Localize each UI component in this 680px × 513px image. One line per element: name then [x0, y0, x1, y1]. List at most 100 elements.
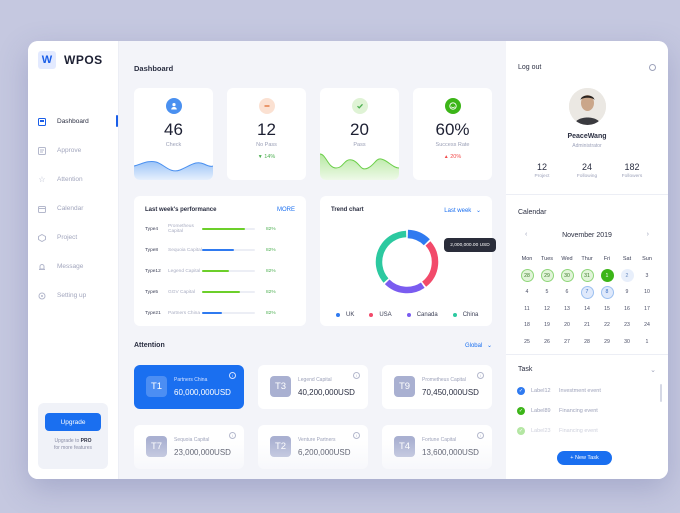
- attention-card[interactable]: T3 Legend Capital 40,200,000USD i: [258, 365, 368, 409]
- attention-card[interactable]: T9 Prometheus Capital 70,450,000USD i: [382, 365, 492, 409]
- calendar-day[interactable]: 13: [557, 302, 577, 315]
- calendar-day[interactable]: 5: [537, 286, 557, 299]
- sidebar-item-setting-up[interactable]: Setting up: [28, 281, 118, 310]
- stat-card-pass[interactable]: 20 Pass: [320, 88, 399, 180]
- calendar-day[interactable]: 15: [597, 302, 617, 315]
- chevron-right-icon[interactable]: ›: [646, 231, 649, 238]
- calendar-day[interactable]: 22: [597, 319, 617, 332]
- profile-stat-project[interactable]: 12 Project: [522, 162, 562, 179]
- stat-card-check[interactable]: 46 Check: [134, 88, 213, 180]
- legend-item-usa[interactable]: USA: [369, 312, 392, 318]
- logo[interactable]: W WPOS: [38, 51, 103, 69]
- calendar-day[interactable]: 7: [577, 285, 597, 299]
- calendar-day[interactable]: 17: [637, 302, 657, 315]
- stat-card-no-pass[interactable]: 12 No Pass ▼ 14%: [227, 88, 306, 180]
- performance-row[interactable]: Type5 GGV Capital 82%: [145, 288, 295, 296]
- task-item[interactable]: ✓ Label23 Financing event: [517, 426, 652, 436]
- sidebar-item-project[interactable]: Project: [28, 223, 118, 252]
- donut-slice-canada[interactable]: [384, 279, 425, 294]
- performance-row[interactable]: Type12 Legend Capital 82%: [145, 267, 295, 275]
- calendar-day[interactable]: 18: [517, 319, 537, 332]
- calendar-day[interactable]: 29: [537, 269, 557, 283]
- chevron-left-icon[interactable]: ‹: [525, 231, 528, 238]
- info-icon[interactable]: i: [477, 432, 484, 439]
- avatar[interactable]: [569, 88, 606, 125]
- legend-item-canada[interactable]: Canada: [406, 312, 438, 318]
- check-icon[interactable]: ✓: [517, 407, 525, 415]
- stat-card-success-rate[interactable]: 60% Success Rate ▲ 20%: [413, 88, 492, 180]
- calendar-day[interactable]: 9: [617, 286, 637, 299]
- info-icon[interactable]: i: [229, 432, 236, 439]
- more-link[interactable]: MORE: [277, 207, 295, 213]
- calendar-day[interactable]: 24: [637, 319, 657, 332]
- refresh-icon[interactable]: [649, 64, 656, 71]
- calendar-day[interactable]: 31: [577, 269, 597, 283]
- profile-stat-followers[interactable]: 182 Followers: [612, 162, 652, 179]
- sidebar-item-attention[interactable]: ☆ Attention: [28, 165, 118, 194]
- logout-link[interactable]: Log out: [518, 64, 542, 71]
- calendar-day[interactable]: 21: [577, 319, 597, 332]
- attention-card[interactable]: T1 Partners China 60,000,000USD i: [134, 365, 244, 409]
- attention-filter-dropdown[interactable]: Global ⌄: [465, 342, 492, 349]
- calendar-day[interactable]: 27: [557, 335, 577, 348]
- info-icon[interactable]: i: [353, 432, 360, 439]
- calendar-day[interactable]: 1: [597, 269, 617, 283]
- task-item[interactable]: ✓ Label89 Financing event: [517, 406, 652, 416]
- calendar-day-number: 8: [600, 285, 614, 299]
- info-icon[interactable]: i: [477, 372, 484, 379]
- calendar-day[interactable]: 26: [537, 335, 557, 348]
- sidebar-item-message[interactable]: Message: [28, 252, 118, 281]
- calendar-day[interactable]: 12: [537, 302, 557, 315]
- calendar-day[interactable]: 14: [577, 302, 597, 315]
- calendar-day[interactable]: 30: [557, 269, 577, 283]
- task-item[interactable]: ✓ Label12 Investment event: [517, 386, 652, 396]
- calendar-day[interactable]: 19: [537, 319, 557, 332]
- new-task-button[interactable]: + New Task: [557, 451, 612, 465]
- calendar-day[interactable]: 10: [637, 286, 657, 299]
- calendar-day[interactable]: 25: [517, 335, 537, 348]
- check-icon[interactable]: ✓: [517, 427, 525, 435]
- performance-row[interactable]: Type21 Partners China 82%: [145, 309, 295, 317]
- check-icon[interactable]: ✓: [517, 387, 525, 395]
- calendar-day[interactable]: 28: [577, 335, 597, 348]
- info-icon[interactable]: i: [229, 372, 236, 379]
- attention-card[interactable]: T7 Sequoia Capital 23,000,000USD i: [134, 425, 244, 469]
- calendar-day[interactable]: 16: [617, 302, 637, 315]
- sidebar-item-dashboard[interactable]: Dashboard: [28, 107, 118, 136]
- calendar-day[interactable]: 23: [617, 319, 637, 332]
- calendar-day[interactable]: 2: [617, 269, 637, 283]
- donut-slice-china[interactable]: [375, 230, 407, 283]
- stat-delta: ▼ 14%: [227, 154, 306, 160]
- calendar-day[interactable]: 1: [637, 335, 657, 348]
- upgrade-button[interactable]: Upgrade: [45, 413, 101, 431]
- calendar-day[interactable]: 28: [517, 269, 537, 283]
- calendar-day-number: 1: [600, 269, 614, 283]
- calendar-day[interactable]: 29: [597, 335, 617, 348]
- calendar-day[interactable]: 20: [557, 319, 577, 332]
- performance-row[interactable]: Type8 Sequoia Capital 82%: [145, 246, 295, 254]
- legend-item-uk[interactable]: UK: [336, 312, 354, 318]
- task-scrollbar[interactable]: [660, 384, 662, 402]
- legend-item-china[interactable]: China: [452, 312, 478, 318]
- calendar-day-number: 30: [624, 338, 630, 345]
- chevron-down-icon[interactable]: ⌄: [650, 367, 656, 374]
- profile-stat-following[interactable]: 24 Following: [567, 162, 607, 179]
- profile-role: Administrator: [572, 143, 602, 149]
- calendar-day[interactable]: 8: [597, 285, 617, 299]
- donut-slice-usa[interactable]: [421, 241, 439, 287]
- sidebar-item-approve[interactable]: Approve: [28, 136, 118, 165]
- calendar-title: Calendar: [518, 209, 547, 216]
- calendar-day[interactable]: 4: [517, 286, 537, 299]
- trend-filter-dropdown[interactable]: Last week ⌄: [444, 207, 481, 214]
- donut-slice-uk[interactable]: [407, 229, 430, 246]
- calendar-day[interactable]: 30: [617, 335, 637, 348]
- info-icon[interactable]: i: [353, 372, 360, 379]
- calendar-day[interactable]: 6: [557, 286, 577, 299]
- calendar-day[interactable]: 3: [637, 269, 657, 282]
- attention-card[interactable]: T2 Venture Partners 6,200,000USD i: [258, 425, 368, 469]
- calendar-day[interactable]: 11: [517, 302, 537, 315]
- attention-card[interactable]: T4 Fortune Capital 13,600,000USD i: [382, 425, 492, 469]
- sidebar-item-label: Setting up: [57, 292, 87, 299]
- sidebar-item-calendar[interactable]: Calendar: [28, 194, 118, 223]
- performance-row[interactable]: Type4 Prometheus Capital 82%: [145, 224, 295, 234]
